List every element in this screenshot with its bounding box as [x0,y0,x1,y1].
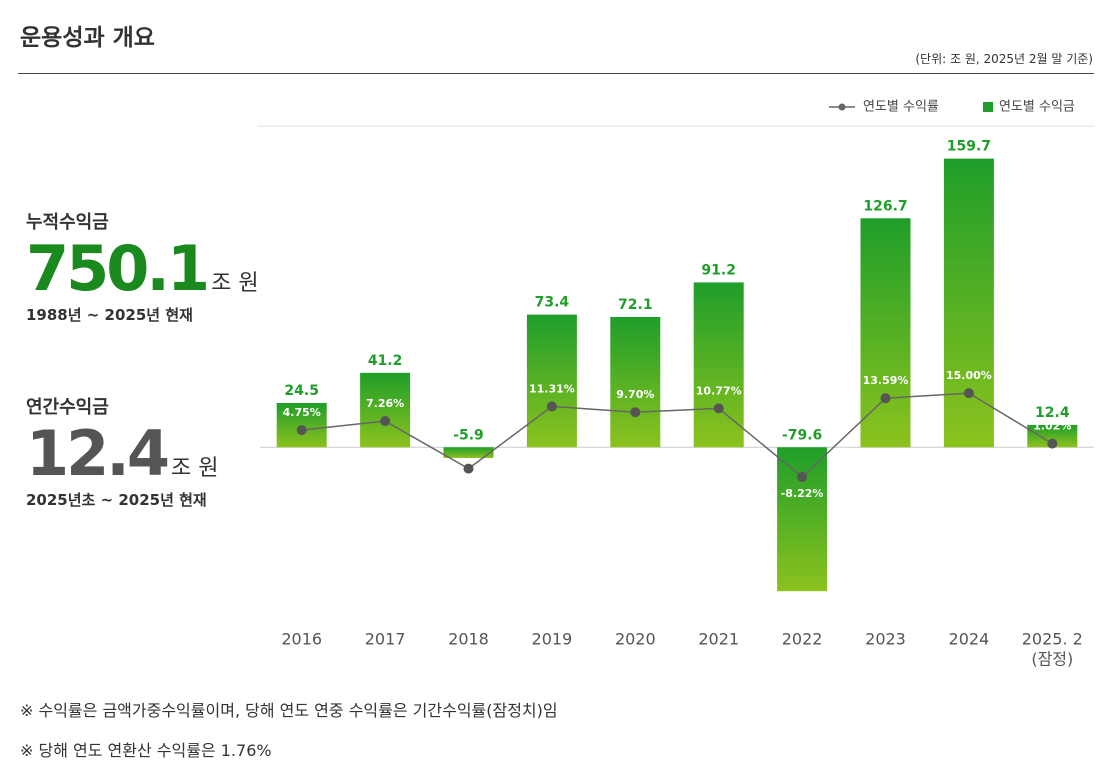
summary-block: 누적수익금 750.1 조 원 1988년 ~ 2025년 현재 [26,208,259,325]
footnote: ※ 수익률은 금액가중수익률이며, 당해 연도 연중 수익률은 기간수익률(잠정… [20,701,558,720]
line-point [630,407,641,418]
bar [777,447,828,592]
line-point [797,472,808,483]
line-value-label: -8.22% [781,487,824,500]
summary-block: 연간수익금 12.4 조 원 2025년초 ~ 2025년 현재 [26,393,218,510]
legend-swatch [983,102,993,112]
summary-label: 연간수익금 [26,397,109,418]
bar-value-label: -5.9 [453,427,484,443]
line-value-label: 1.02% [1033,420,1071,433]
x-tick-label: 2019 [532,630,573,649]
bar-value-label: 41.2 [368,353,403,369]
x-tick-label: 2023 [865,630,906,649]
line-value-label: 7.26% [366,397,404,410]
bar [693,282,744,448]
line-point [963,388,974,399]
line-point [546,401,557,412]
bar-value-label: 159.7 [947,139,991,155]
line-point [880,393,891,404]
line-value-label: 11.31% [529,382,575,395]
bar-value-label: -79.6 [782,427,822,443]
unit-note: (단위: 조 원, 2025년 2월 말 기준) [915,52,1093,66]
footnote: ※ 당해 연도 연환산 수익률은 1.76% [20,741,272,760]
bar [943,158,994,448]
x-tick-label: 2025. 2 [1022,630,1083,649]
title: 운용성과 개요 [20,25,155,51]
legend-label: 연도별 수익률 [863,100,939,115]
chart: 연도별 수익률 연도별 수익금 24.5 2016 41.2 2017 -5.9 2018 73… [258,100,1094,669]
bar-value-label: 126.7 [863,198,907,214]
bar-value-label: 73.4 [535,295,570,311]
line-value-label: 15.00% [946,369,992,382]
bar-value-label: 12.4 [1035,405,1070,421]
line-point [380,416,391,427]
bar [610,316,661,448]
bar [1027,424,1078,448]
x-tick-label: 2017 [365,630,406,649]
summary-unit: 조 원 [211,271,259,296]
line [301,392,1053,479]
x-tick-label: 2018 [448,630,489,649]
line-value-label: 9.70% [616,388,654,401]
line-point [463,463,474,474]
bar-value-label: 72.1 [618,297,653,313]
summary-label: 누적수익금 [26,212,109,233]
line-point [1047,438,1058,449]
divider [18,73,1094,74]
bar [526,314,577,448]
line-point [296,425,307,436]
summary-unit: 조 원 [170,456,219,481]
summary-value: 750.1 [26,232,210,305]
x-tick-label: 2016 [281,630,322,649]
bar-value-label: 91.2 [701,262,736,278]
legend-marker [838,103,846,111]
legend-label: 연도별 수익금 [999,100,1075,115]
x-tick-label: 2021 [698,630,739,649]
line-value-label: 4.75% [283,406,321,419]
summary-period: 1988년 ~ 2025년 현재 [26,306,193,324]
summary-value: 12.4 [26,417,170,490]
x-tick-label: 2020 [615,630,656,649]
bar [443,447,494,458]
x-tick-label: 2022 [782,630,823,649]
bar-value-label: 24.5 [284,383,319,399]
x-tick-label: 2024 [949,630,990,649]
line-value-label: 13.59% [863,374,909,387]
x-tick-note: (잠정) [1031,650,1073,669]
bar [860,218,911,448]
line-value-label: 10.77% [696,384,742,397]
summary-period: 2025년초 ~ 2025년 현재 [26,491,207,509]
bar [360,372,411,448]
line-point [713,403,724,414]
